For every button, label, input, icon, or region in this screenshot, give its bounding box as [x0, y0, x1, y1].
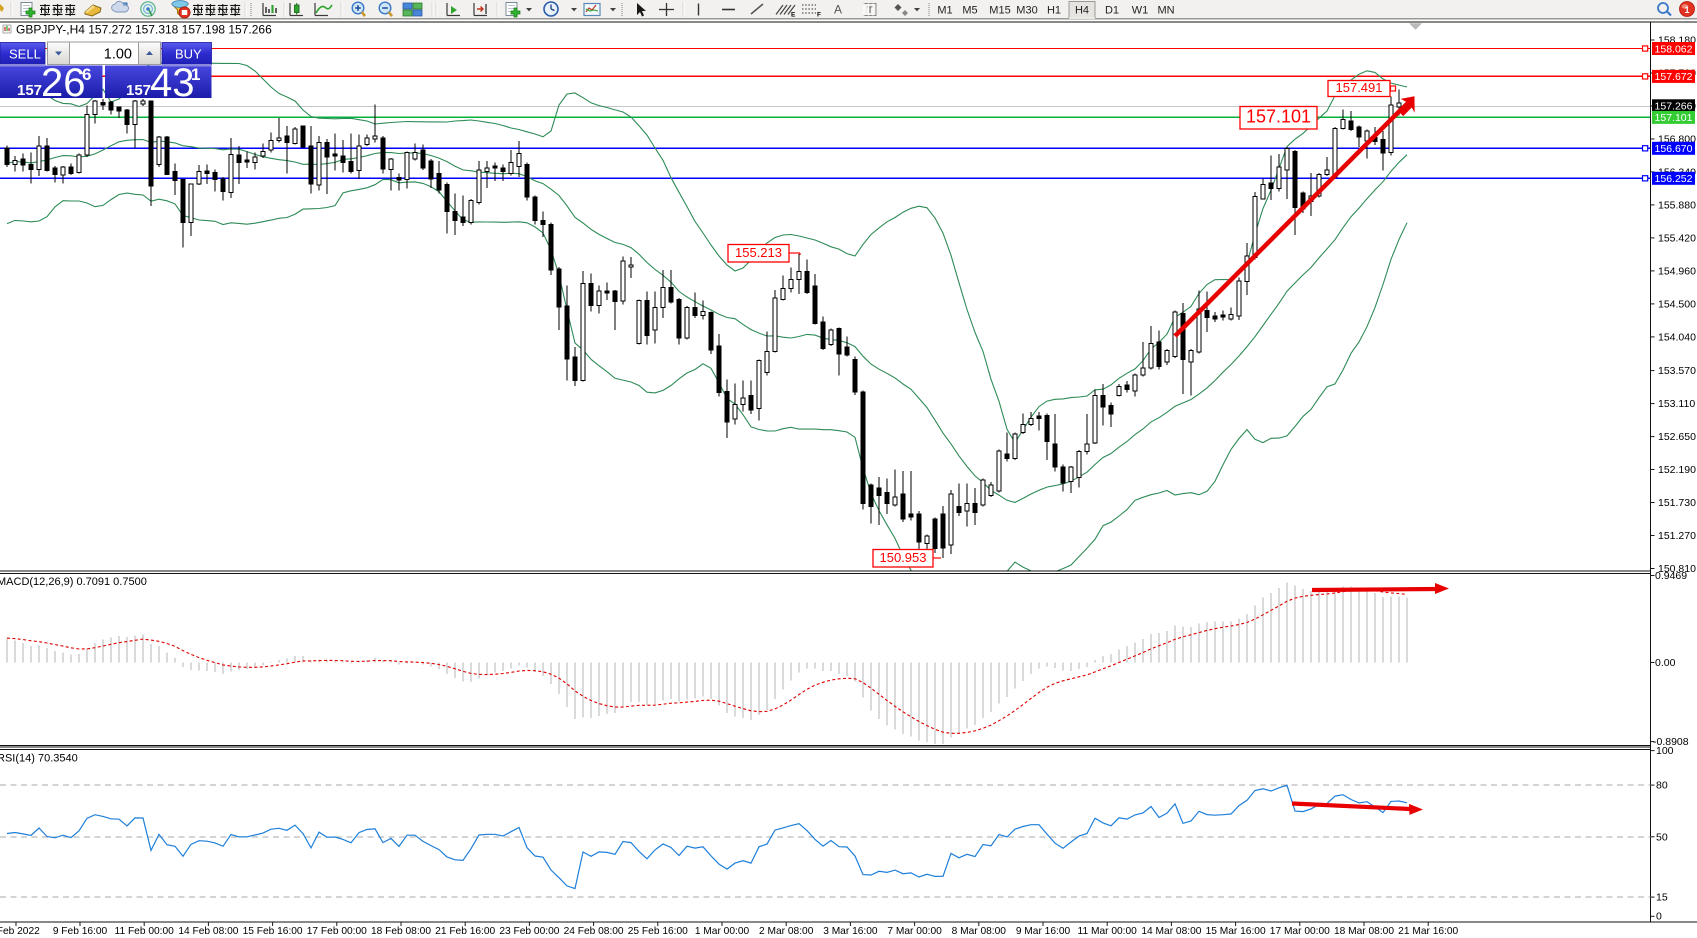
- svg-text:21 Feb 16:00: 21 Feb 16:00: [435, 926, 495, 937]
- svg-text:15 Feb 16:00: 15 Feb 16:00: [243, 926, 303, 937]
- svg-text:MACD(12,26,9) 0.7091 0.7500: MACD(12,26,9) 0.7091 0.7500: [0, 576, 147, 588]
- svg-text:D1: D1: [1105, 5, 1119, 17]
- svg-text:14 Mar 08:00: 14 Mar 08:00: [1141, 926, 1201, 937]
- svg-text:M5: M5: [962, 5, 977, 17]
- svg-text:11 Mar 00:00: 11 Mar 00:00: [1078, 926, 1138, 937]
- svg-text:150.810: 150.810: [1658, 563, 1696, 575]
- svg-text:H1: H1: [1047, 5, 1061, 17]
- svg-text:0.00: 0.00: [1655, 657, 1676, 669]
- svg-text:152.650: 152.650: [1658, 431, 1696, 443]
- svg-text:1: 1: [1684, 5, 1689, 15]
- svg-text:2 Mar 08:00: 2 Mar 08:00: [759, 926, 814, 937]
- svg-text:157: 157: [17, 82, 42, 99]
- svg-text:151.270: 151.270: [1658, 530, 1696, 542]
- svg-text:153.110: 153.110: [1658, 398, 1695, 410]
- svg-text:17 Feb 00:00: 17 Feb 00:00: [307, 926, 367, 937]
- svg-text:24 Feb 08:00: 24 Feb 08:00: [564, 926, 624, 937]
- svg-text:RSI(14) 70.3540: RSI(14) 70.3540: [0, 753, 78, 765]
- svg-text:M15: M15: [989, 5, 1010, 17]
- svg-text:15: 15: [1656, 892, 1668, 904]
- svg-text:6: 6: [82, 65, 91, 84]
- svg-text:8 Mar 08:00: 8 Mar 08:00: [952, 926, 1007, 937]
- svg-text:1 Mar 00:00: 1 Mar 00:00: [695, 926, 750, 937]
- svg-text:MN: MN: [1157, 5, 1174, 17]
- svg-text:7 Mar 00:00: 7 Mar 00:00: [887, 926, 942, 937]
- svg-text:15 Mar 16:00: 15 Mar 16:00: [1206, 926, 1266, 937]
- svg-text:W1: W1: [1132, 5, 1149, 17]
- svg-text:1.00: 1.00: [104, 47, 132, 63]
- svg-text:50: 50: [1656, 831, 1668, 843]
- svg-text:23 Feb 00:00: 23 Feb 00:00: [499, 926, 559, 937]
- svg-text:11 Feb 00:00: 11 Feb 00:00: [115, 926, 175, 937]
- svg-text:GBPJPY-,H4 157.272 157.318 15: GBPJPY-,H4 157.272 157.318 157.198 157.2…: [16, 23, 272, 37]
- svg-text:M30: M30: [1016, 5, 1037, 17]
- svg-text:154.500: 154.500: [1658, 298, 1696, 310]
- svg-text:152.190: 152.190: [1658, 464, 1696, 476]
- svg-text:43: 43: [150, 61, 195, 105]
- svg-text:A: A: [834, 3, 842, 17]
- svg-text:26: 26: [41, 61, 86, 105]
- svg-text:E: E: [791, 12, 796, 19]
- svg-text:8 Feb 2022: 8 Feb 2022: [0, 926, 40, 937]
- svg-text:18 Mar 08:00: 18 Mar 08:00: [1334, 926, 1394, 937]
- svg-text:3 Mar 16:00: 3 Mar 16:00: [823, 926, 878, 937]
- svg-text:T: T: [867, 5, 873, 16]
- svg-text:150.953: 150.953: [880, 550, 927, 565]
- svg-text:157.266: 157.266: [1655, 101, 1693, 113]
- svg-text:17 Mar 00:00: 17 Mar 00:00: [1270, 926, 1330, 937]
- svg-text:157: 157: [126, 82, 151, 99]
- svg-text:157.672: 157.672: [1655, 71, 1693, 83]
- svg-text:157.101: 157.101: [1246, 107, 1311, 127]
- svg-text:1: 1: [191, 65, 200, 84]
- svg-text:0: 0: [1656, 911, 1662, 923]
- svg-text:-0.8908: -0.8908: [1653, 736, 1689, 748]
- svg-text:80: 80: [1656, 780, 1668, 792]
- svg-text:100: 100: [1656, 745, 1674, 757]
- svg-text:H4: H4: [1075, 5, 1089, 17]
- svg-text:154.960: 154.960: [1658, 265, 1696, 277]
- svg-text:9 Mar 16:00: 9 Mar 16:00: [1016, 926, 1071, 937]
- svg-text:156.252: 156.252: [1655, 173, 1693, 185]
- svg-text:M1: M1: [937, 5, 952, 17]
- svg-text:25 Feb 16:00: 25 Feb 16:00: [628, 926, 688, 937]
- svg-text:151.730: 151.730: [1658, 497, 1696, 509]
- svg-text:156.670: 156.670: [1655, 143, 1693, 155]
- svg-text:F: F: [817, 12, 821, 19]
- svg-text:155.213: 155.213: [735, 245, 782, 260]
- svg-text:158.062: 158.062: [1655, 43, 1693, 55]
- svg-text:21 Mar 16:00: 21 Mar 16:00: [1398, 926, 1458, 937]
- svg-text:0.9469: 0.9469: [1655, 570, 1687, 582]
- svg-text:14 Feb 08:00: 14 Feb 08:00: [178, 926, 238, 937]
- svg-text:155.880: 155.880: [1658, 199, 1696, 211]
- svg-text:18 Feb 08:00: 18 Feb 08:00: [371, 926, 431, 937]
- svg-text:157.101: 157.101: [1655, 112, 1693, 124]
- svg-text:SELL: SELL: [9, 47, 41, 62]
- svg-text:9 Feb 16:00: 9 Feb 16:00: [53, 926, 108, 937]
- svg-text:BUY: BUY: [175, 47, 202, 62]
- svg-text:153.570: 153.570: [1658, 365, 1696, 377]
- svg-text:155.420: 155.420: [1658, 232, 1696, 244]
- svg-text:157.491: 157.491: [1336, 80, 1383, 95]
- svg-text:154.040: 154.040: [1658, 331, 1696, 343]
